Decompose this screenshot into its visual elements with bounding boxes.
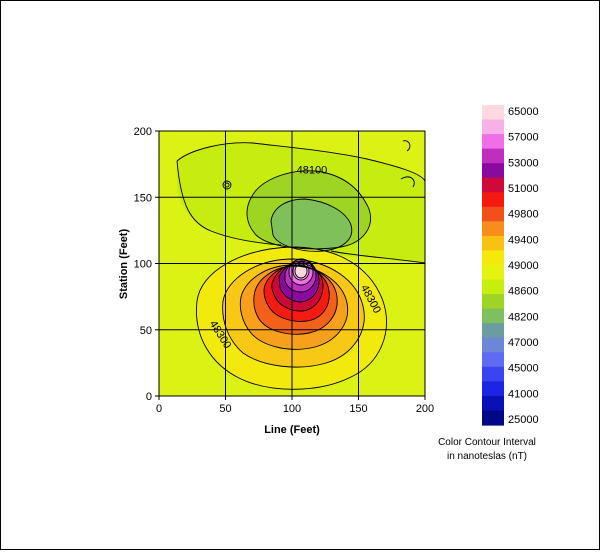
contour-band-47800 (271, 199, 352, 252)
legend-label: 49400 (508, 234, 539, 246)
legend-color-swatch (482, 192, 504, 208)
y-tick-label: 0 (146, 391, 152, 403)
legend-label: 53000 (508, 157, 539, 169)
legend-label: 48600 (508, 286, 539, 298)
legend-label: 49000 (508, 260, 539, 272)
y-axis-label: Station (Feet) (118, 229, 130, 300)
legend-color-swatch (482, 163, 504, 179)
x-tick-label: 50 (219, 403, 231, 415)
legend-color-swatch (482, 381, 504, 397)
y-tick-label: 150 (134, 192, 152, 204)
legend-color-swatch (482, 366, 504, 382)
legend-color-swatch (482, 410, 504, 426)
legend-color-swatch (482, 308, 504, 324)
contour-plot-area (159, 131, 425, 396)
legend-label: 49800 (508, 209, 539, 221)
legend-color-swatch (482, 294, 504, 310)
legend-label: 57000 (508, 132, 539, 144)
y-tick-label: 200 (134, 126, 152, 138)
contour-label: 48100 (297, 164, 328, 176)
legend-color-swatch (482, 323, 504, 339)
x-tick-label: 150 (349, 403, 367, 415)
legend-color-swatch (482, 177, 504, 193)
legend-label: 65000 (508, 106, 539, 118)
legend-label: 47000 (508, 337, 539, 349)
legend-color-swatch (482, 337, 504, 353)
x-axis-label: Line (Feet) (264, 424, 320, 436)
contour-band-65000 (295, 264, 307, 278)
legend-label: 45000 (508, 363, 539, 375)
legend-color-swatch (482, 221, 504, 237)
legend-label: 48200 (508, 311, 539, 323)
legend-title-line1: Color Contour Interval (438, 437, 536, 448)
legend-label: 51000 (508, 183, 539, 195)
legend-color-swatch (482, 250, 504, 266)
legend-color-swatch (482, 134, 504, 150)
plot-grid (159, 131, 425, 396)
color-legend: 65000 57000 53000 51000 49800 49400 49000 48600… (482, 105, 539, 426)
x-tick-label: 200 (416, 403, 434, 415)
legend-color-swatch (482, 395, 504, 412)
x-axis-ticks: 0 50 100 150 200 (156, 396, 434, 415)
legend-title-line2: in nanoteslas (nT) (447, 451, 527, 462)
legend-color-swatch (482, 279, 504, 295)
legend-color-swatch (482, 148, 504, 164)
legend-color-swatch (482, 235, 504, 252)
x-tick-label: 0 (156, 403, 162, 415)
legend-color-swatch (482, 105, 504, 121)
contour-lines (176, 140, 425, 390)
legend-label: 25000 (508, 414, 539, 426)
y-tick-label: 100 (134, 259, 152, 271)
legend-color-swatch (482, 352, 504, 368)
y-tick-label: 50 (140, 325, 152, 337)
legend-label: 41000 (508, 388, 539, 400)
legend-color-swatch (482, 265, 504, 281)
legend-color-swatch (482, 206, 504, 222)
legend-color-swatch (482, 119, 504, 135)
x-tick-label: 100 (283, 403, 301, 415)
y-axis-ticks: 0 50 100 150 200 (134, 126, 159, 403)
